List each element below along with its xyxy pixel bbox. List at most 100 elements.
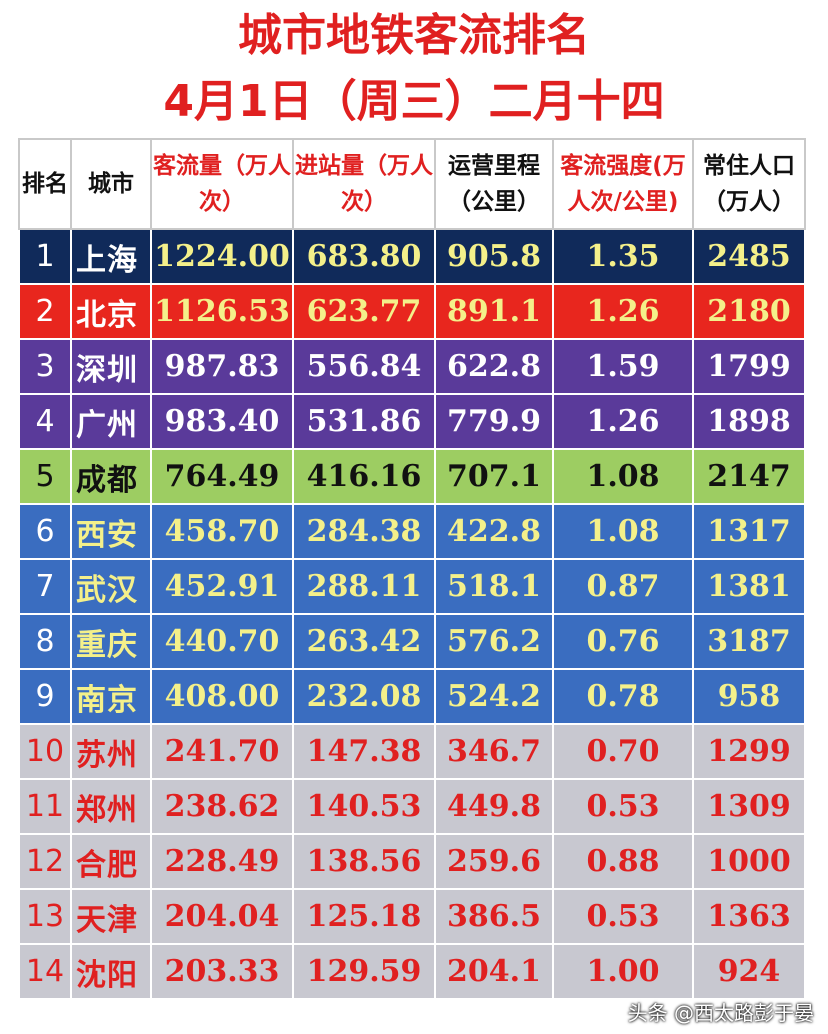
cell-entries: 284.38 (292, 503, 436, 560)
cell-rank: 1 (18, 228, 72, 285)
cell-length: 524.2 (434, 668, 554, 725)
table-row: 7 武汉 452.91 288.11 518.1 0.87 1381 (18, 558, 806, 615)
cell-entries: 623.77 (292, 283, 436, 340)
cell-rank: 2 (18, 283, 72, 340)
cell-population: 1381 (692, 558, 806, 615)
cell-flow: 228.49 (150, 833, 294, 890)
cell-length: 622.8 (434, 338, 554, 395)
cell-rank: 10 (18, 723, 72, 780)
table-row: 11 郑州 238.62 140.53 449.8 0.53 1309 (18, 778, 806, 835)
date-subtitle: 4月1日（周三）二月十四 (163, 76, 665, 127)
cell-population: 2147 (692, 448, 806, 505)
cell-rank: 11 (18, 778, 72, 835)
cell-rank: 13 (18, 888, 72, 945)
cell-intensity: 0.70 (552, 723, 694, 780)
header-entries: 进站量（万人次） (292, 138, 436, 230)
table-row: 8 重庆 440.70 263.42 576.2 0.76 3187 (18, 613, 806, 670)
cell-length: 422.8 (434, 503, 554, 560)
cell-length: 707.1 (434, 448, 554, 505)
cell-city: 深圳 (70, 338, 152, 395)
cell-flow: 203.33 (150, 943, 294, 1000)
cell-population: 958 (692, 668, 806, 725)
cell-intensity: 1.08 (552, 503, 694, 560)
cell-population: 2180 (692, 283, 806, 340)
cell-city: 西安 (70, 503, 152, 560)
cell-city: 天津 (70, 888, 152, 945)
cell-entries: 138.56 (292, 833, 436, 890)
cell-rank: 14 (18, 943, 72, 1000)
cell-rank: 12 (18, 833, 72, 890)
cell-length: 891.1 (434, 283, 554, 340)
cell-population: 1799 (692, 338, 806, 395)
cell-population: 2485 (692, 228, 806, 285)
header-intensity: 客流强度(万人次/公里) (552, 138, 694, 230)
cell-intensity: 1.59 (552, 338, 694, 395)
header-rank: 排名 (18, 138, 72, 230)
cell-city: 成都 (70, 448, 152, 505)
cell-population: 1309 (692, 778, 806, 835)
cell-rank: 6 (18, 503, 72, 560)
cell-length: 576.2 (434, 613, 554, 670)
cell-city: 上海 (70, 228, 152, 285)
cell-entries: 531.86 (292, 393, 436, 450)
cell-rank: 7 (18, 558, 72, 615)
cell-flow: 764.49 (150, 448, 294, 505)
watermark: 头条 @西太路彭于晏 (627, 1001, 814, 1025)
cell-rank: 9 (18, 668, 72, 725)
cell-flow: 204.04 (150, 888, 294, 945)
page-title: 城市地铁客流排名 (238, 10, 590, 61)
cell-entries: 288.11 (292, 558, 436, 615)
table-row: 2 北京 1126.53 623.77 891.1 1.26 2180 (18, 283, 806, 340)
cell-intensity: 0.53 (552, 888, 694, 945)
cell-flow: 1126.53 (150, 283, 294, 340)
cell-rank: 3 (18, 338, 72, 395)
cell-length: 259.6 (434, 833, 554, 890)
cell-intensity: 0.78 (552, 668, 694, 725)
cell-length: 449.8 (434, 778, 554, 835)
cell-city: 南京 (70, 668, 152, 725)
cell-city: 沈阳 (70, 943, 152, 1000)
cell-intensity: 0.53 (552, 778, 694, 835)
table-row: 1 上海 1224.00 683.80 905.8 1.35 2485 (18, 228, 806, 285)
cell-population: 924 (692, 943, 806, 1000)
cell-flow: 241.70 (150, 723, 294, 780)
cell-population: 1317 (692, 503, 806, 560)
table-row: 14 沈阳 203.33 129.59 204.1 1.00 924 (18, 943, 806, 1000)
cell-intensity: 1.35 (552, 228, 694, 285)
cell-rank: 4 (18, 393, 72, 450)
cell-intensity: 1.26 (552, 393, 694, 450)
table-row: 5 成都 764.49 416.16 707.1 1.08 2147 (18, 448, 806, 505)
cell-flow: 987.83 (150, 338, 294, 395)
cell-city: 北京 (70, 283, 152, 340)
cell-rank: 5 (18, 448, 72, 505)
cell-length: 204.1 (434, 943, 554, 1000)
cell-intensity: 1.26 (552, 283, 694, 340)
cell-flow: 238.62 (150, 778, 294, 835)
table-row: 4 广州 983.40 531.86 779.9 1.26 1898 (18, 393, 806, 450)
cell-entries: 232.08 (292, 668, 436, 725)
cell-population: 1363 (692, 888, 806, 945)
header-flow: 客流量（万人次） (150, 138, 294, 230)
cell-city: 苏州 (70, 723, 152, 780)
cell-entries: 556.84 (292, 338, 436, 395)
cell-intensity: 0.87 (552, 558, 694, 615)
cell-intensity: 0.88 (552, 833, 694, 890)
cell-entries: 129.59 (292, 943, 436, 1000)
table-row: 12 合肥 228.49 138.56 259.6 0.88 1000 (18, 833, 806, 890)
header-length: 运营里程（公里） (434, 138, 554, 230)
cell-entries: 125.18 (292, 888, 436, 945)
table-row: 6 西安 458.70 284.38 422.8 1.08 1317 (18, 503, 806, 560)
table-row: 3 深圳 987.83 556.84 622.8 1.59 1799 (18, 338, 806, 395)
header-row: 排名 城市 客流量（万人次） 进站量（万人次） 运营里程（公里） 客流强度(万人… (18, 138, 806, 230)
table-row: 13 天津 204.04 125.18 386.5 0.53 1363 (18, 888, 806, 945)
cell-population: 1898 (692, 393, 806, 450)
header-city: 城市 (70, 138, 152, 230)
cell-entries: 416.16 (292, 448, 436, 505)
ranking-table: 排名 城市 客流量（万人次） 进站量（万人次） 运营里程（公里） 客流强度(万人… (18, 138, 806, 1000)
cell-population: 1299 (692, 723, 806, 780)
cell-entries: 147.38 (292, 723, 436, 780)
cell-flow: 452.91 (150, 558, 294, 615)
cell-population: 1000 (692, 833, 806, 890)
cell-length: 779.9 (434, 393, 554, 450)
